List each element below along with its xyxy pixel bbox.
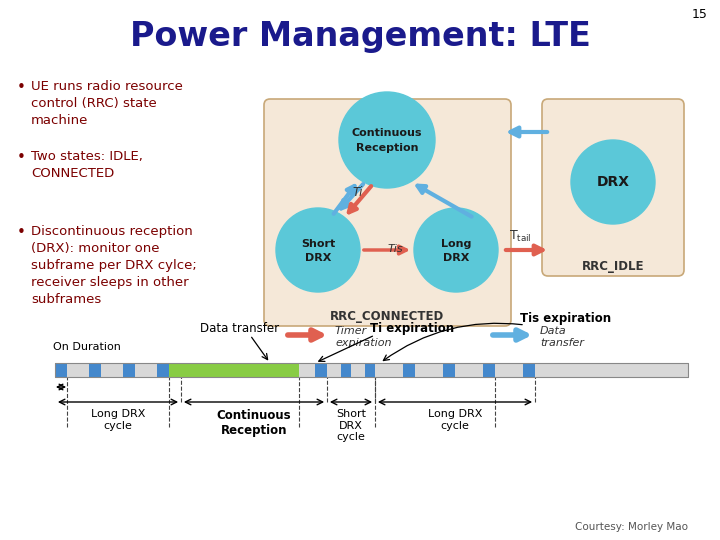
Bar — [443, 363, 455, 377]
Text: Reception: Reception — [356, 143, 418, 153]
Text: DRX: DRX — [596, 175, 629, 189]
Circle shape — [571, 140, 655, 224]
Text: RRC_IDLE: RRC_IDLE — [582, 260, 644, 273]
Text: Long DRX
cycle: Long DRX cycle — [428, 409, 482, 430]
Text: Short: Short — [301, 239, 335, 249]
Bar — [341, 363, 351, 377]
Bar — [535, 363, 688, 377]
Circle shape — [339, 92, 435, 188]
Bar — [315, 363, 327, 377]
Text: •: • — [17, 150, 26, 165]
Text: Data: Data — [540, 326, 567, 336]
Bar — [135, 363, 157, 377]
Text: Ti expiration: Ti expiration — [370, 322, 454, 335]
Bar — [67, 363, 89, 377]
Bar — [483, 363, 495, 377]
FancyBboxPatch shape — [264, 99, 511, 326]
Text: Discontinuous reception
(DRX): monitor one
subframe per DRX cylce;
receiver slee: Discontinuous reception (DRX): monitor o… — [31, 225, 197, 306]
Text: Ti: Ti — [353, 186, 363, 199]
Bar — [299, 363, 315, 377]
Bar — [123, 363, 135, 377]
Bar — [455, 363, 483, 377]
Bar — [495, 363, 523, 377]
Circle shape — [276, 208, 360, 292]
Text: Two states: IDLE,
CONNECTED: Two states: IDLE, CONNECTED — [31, 150, 143, 180]
Bar — [403, 363, 415, 377]
Bar — [351, 363, 365, 377]
Text: Long DRX
cycle: Long DRX cycle — [91, 409, 145, 430]
Circle shape — [414, 208, 498, 292]
Text: Long: Long — [441, 239, 471, 249]
FancyBboxPatch shape — [542, 99, 684, 276]
Text: UE runs radio resource
control (RRC) state
machine: UE runs radio resource control (RRC) sta… — [31, 80, 183, 127]
Text: Continuous
Reception: Continuous Reception — [217, 409, 292, 437]
Bar — [375, 363, 403, 377]
Text: transfer: transfer — [540, 338, 584, 348]
Bar — [89, 363, 101, 377]
Text: Courtesy: Morley Mao: Courtesy: Morley Mao — [575, 522, 688, 532]
Text: •: • — [17, 80, 26, 95]
Text: 15: 15 — [692, 8, 708, 21]
Text: Short
DRX
cycle: Short DRX cycle — [336, 409, 366, 442]
Text: Tis expiration: Tis expiration — [520, 312, 611, 325]
Text: Timer: Timer — [335, 326, 367, 336]
Text: Tis: Tis — [388, 244, 404, 254]
Bar — [55, 363, 67, 377]
Bar — [55, 363, 688, 377]
Text: Power Management: LTE: Power Management: LTE — [130, 20, 590, 53]
Text: •: • — [17, 225, 26, 240]
Text: Continuous: Continuous — [352, 128, 422, 138]
Bar — [523, 363, 535, 377]
Text: expiration: expiration — [335, 338, 392, 348]
Bar — [157, 363, 169, 377]
Text: On Duration: On Duration — [53, 342, 121, 352]
Bar — [55, 363, 688, 377]
Text: DRX: DRX — [443, 253, 469, 263]
Text: T$_{\rm tail}$: T$_{\rm tail}$ — [508, 229, 531, 244]
Bar — [169, 363, 299, 377]
Text: RRC_CONNECTED: RRC_CONNECTED — [330, 310, 444, 323]
Text: Data transfer: Data transfer — [200, 322, 279, 335]
Bar — [327, 363, 341, 377]
Bar — [101, 363, 123, 377]
Bar — [415, 363, 443, 377]
Bar — [365, 363, 375, 377]
Text: DRX: DRX — [305, 253, 331, 263]
